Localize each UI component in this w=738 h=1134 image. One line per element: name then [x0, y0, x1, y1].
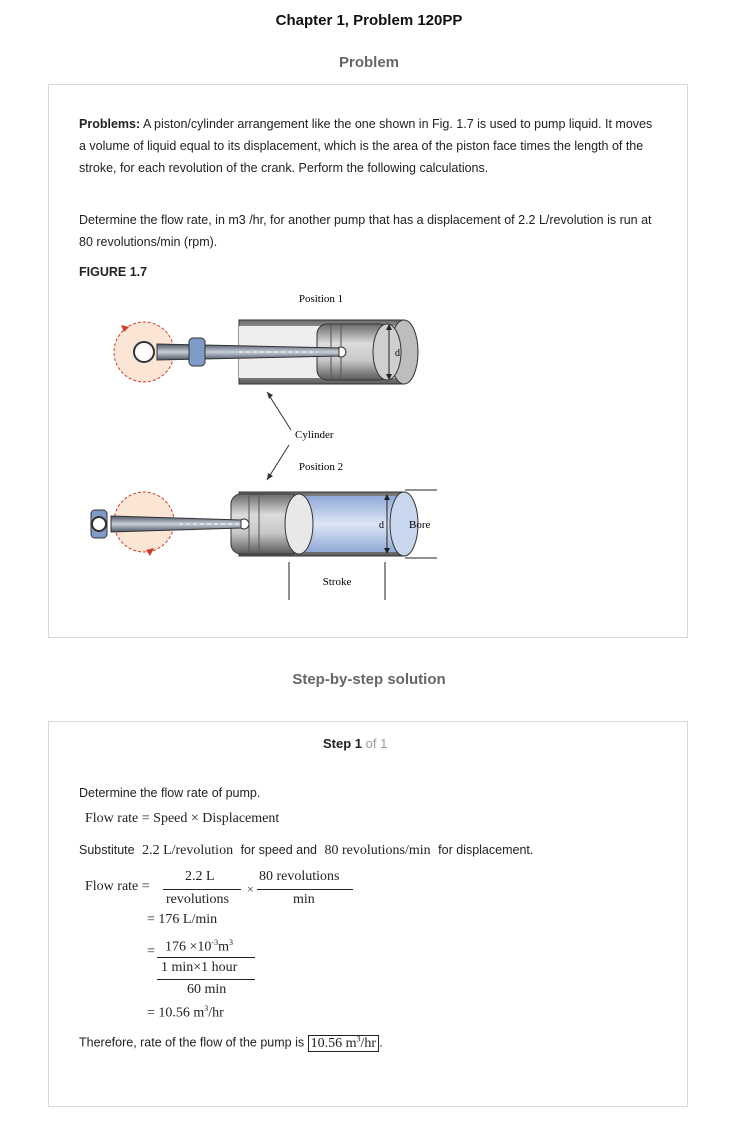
step-indicator: Step 1 of 1 — [323, 736, 387, 751]
problem-text: Problems: A piston/cylinder arrangement … — [79, 113, 659, 179]
label-cylinder: Cylinder — [295, 429, 334, 441]
label-d-2: d — [379, 520, 384, 531]
problem-card: Problems: A piston/cylinder arrangement … — [48, 84, 688, 638]
multiply-sign: × — [247, 882, 254, 896]
substitute-word: Substitute — [79, 843, 135, 857]
fraction-2-bar — [257, 889, 353, 890]
fraction-1-bar — [163, 889, 241, 890]
result-10-56: = 10.56 m3/hr — [147, 1004, 224, 1021]
equals-sign: = — [147, 944, 155, 959]
fraction-1-denominator: revolutions — [166, 892, 229, 907]
problem-heading: Problem — [338, 54, 399, 71]
substitution-line: Substitute 2.2 L/revolution for speed an… — [79, 839, 533, 862]
fraction-2-denominator: min — [293, 892, 315, 907]
cylinder-leader-2 — [266, 444, 290, 481]
rod-end-1 — [188, 337, 206, 367]
result-176-l-min: = 176 L/min — [147, 912, 218, 927]
rotation-arrow-1 — [121, 325, 129, 332]
piston-cylinder-figure: Position 1 d Cylinder Position 2 — [90, 293, 437, 600]
solution-heading: Step-by-step solution — [292, 671, 446, 688]
fraction-2-numerator: 80 revolutions — [259, 869, 340, 884]
substitute-value-1: 2.2 L/revolution — [142, 843, 234, 858]
page-title: Chapter 1, Problem 120PP — [275, 12, 463, 29]
label-position-1: Position 1 — [299, 293, 343, 305]
label-position-2: Position 2 — [299, 461, 343, 473]
problem-label: Problems: — [79, 117, 141, 131]
solution-intro: Determine the flow rate of pump. — [79, 786, 261, 800]
conclusion-text: Therefore, rate of the flow of the pump … — [79, 1035, 305, 1050]
fraction-3-inner-denominator: 60 min — [187, 982, 227, 997]
conclusion-period: . — [379, 1035, 383, 1050]
flow-rate-label: Flow rate = — [85, 879, 150, 894]
fraction-3-numerator: 176 ×10-3m3 — [165, 938, 233, 955]
fraction-3-bar — [157, 957, 255, 958]
step-of: of 1 — [365, 736, 388, 751]
substitute-value-2: 80 revolutions/min — [324, 843, 431, 858]
final-answer-box: 10.56 m3/hr — [307, 1034, 380, 1052]
label-stroke: Stroke — [323, 576, 352, 588]
label-d-1: d — [395, 348, 400, 359]
figure-label: FIGURE 1.7 — [79, 265, 148, 279]
solution-card: Step 1 of 1 Determine the flow rate of p… — [48, 721, 688, 1107]
connecting-rod-2 — [110, 515, 242, 533]
problem-paragraph-1: A piston/cylinder arrangement like the o… — [79, 117, 653, 175]
fraction-1-numerator: 2.2 L — [185, 869, 215, 884]
conclusion-line: Therefore, rate of the flow of the pump … — [79, 1028, 383, 1055]
rotation-arrow-2 — [146, 548, 154, 556]
step-label: Step 1 — [323, 736, 363, 751]
problem-paragraph-2: Determine the flow rate, in m3 /hr, for … — [79, 213, 652, 249]
cylinder-leader-1 — [266, 391, 292, 431]
equation-flow-rate: Flow rate = Speed × Displacement — [85, 811, 280, 826]
substitute-end: for displacement. — [438, 843, 534, 857]
fraction-3-inner-bar — [157, 979, 255, 980]
substitute-mid: for speed and — [240, 843, 318, 857]
label-bore: Bore — [409, 519, 431, 531]
fraction-3-inner-numerator: 1 min×1 hour — [161, 960, 238, 975]
